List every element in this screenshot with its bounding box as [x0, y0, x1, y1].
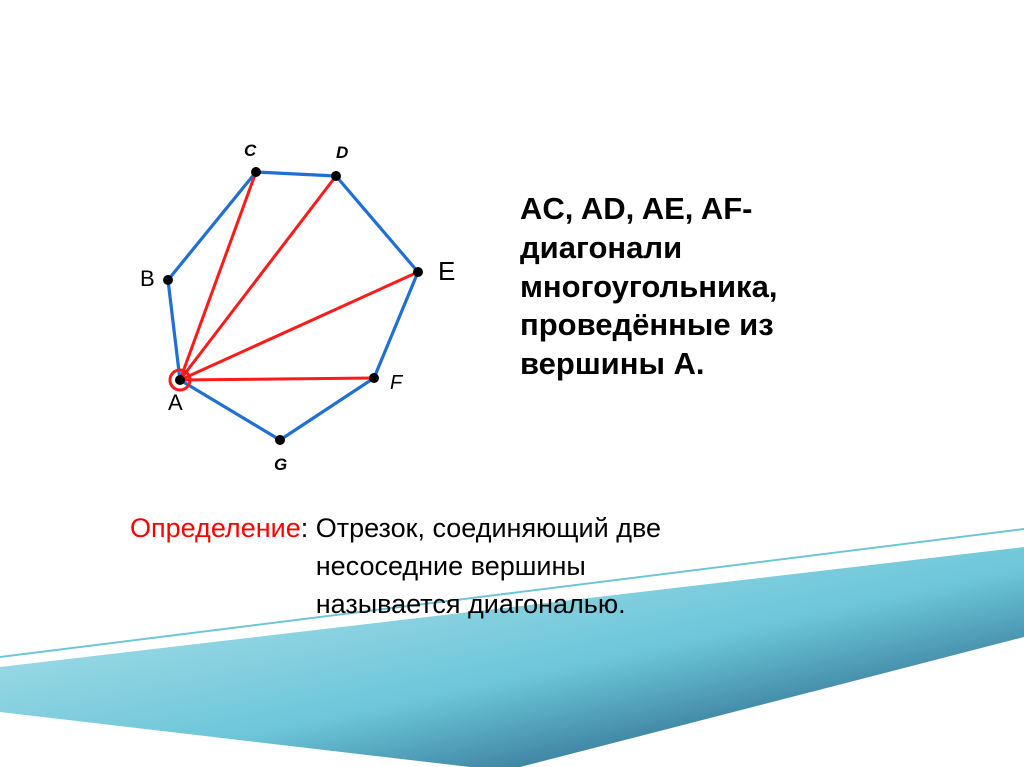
statement-line1: AC, AD, AE, AF-	[520, 191, 753, 226]
definition-sep: :	[301, 513, 316, 543]
vertex-label-A: A	[168, 390, 183, 416]
vertex-label-C: C	[244, 141, 256, 161]
vertex-label-E: E	[438, 256, 455, 287]
statement-line2: диагонали	[520, 230, 682, 265]
polygon-diagram	[110, 140, 490, 510]
vertex-label-B: B	[140, 266, 155, 292]
slide: A B C D E F G AC, AD, AE, AF- диагонали многоу…	[0, 0, 1024, 767]
statement-text: AC, AD, AE, AF- диагонали многоугольника…	[520, 190, 980, 384]
definition-label: Определение	[130, 513, 301, 543]
definition-line3: называется диагональю.	[316, 589, 626, 619]
vertex-label-D: D	[336, 143, 348, 163]
statement-line4: проведённые из	[520, 307, 774, 342]
vertex-label-F: F	[390, 372, 402, 395]
definition-text: Определение: Отрезок, соединяющий две Оп…	[130, 510, 880, 623]
vertex-label-G: G	[274, 455, 287, 475]
statement-line5: вершины А.	[520, 346, 705, 381]
statement-line3: многоугольника,	[520, 269, 777, 304]
definition-line1: Отрезок, соединяющий две	[316, 513, 661, 543]
definition-line2: несоседние вершины	[316, 551, 586, 581]
